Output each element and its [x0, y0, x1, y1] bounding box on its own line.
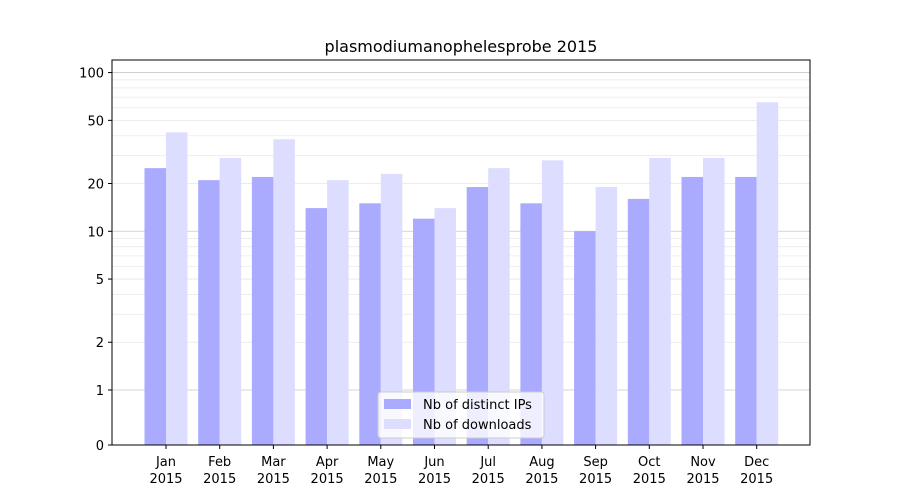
plot-frame	[111, 59, 811, 446]
x-tick-label-year: 2015	[149, 472, 182, 487]
y-tick-label: 10	[87, 225, 104, 240]
x-tick-label-month: Feb	[208, 455, 231, 470]
x-tick-label-year: 2015	[472, 472, 505, 487]
legend-swatch	[384, 419, 411, 429]
x-tick-label-month: Jan	[155, 455, 176, 470]
legend-label: Nb of downloads	[423, 418, 532, 433]
y-tick-label: 50	[87, 114, 104, 129]
y-tick-label: 100	[79, 67, 104, 82]
chart-title: plasmodiumanophelesprobe 2015	[325, 37, 598, 56]
x-tick-label-month: Sep	[583, 455, 608, 470]
bar-downloads	[273, 139, 295, 445]
bar-distinct-ips	[144, 168, 166, 446]
bar-downloads	[219, 157, 242, 446]
y-tick-label: 5	[96, 273, 104, 288]
bar-distinct-ips	[413, 218, 435, 445]
bars	[144, 102, 779, 446]
x-tick-label-year: 2015	[740, 472, 773, 487]
bar-downloads	[488, 168, 510, 446]
bar-distinct-ips	[520, 203, 542, 445]
x-tick-label-month: Oct	[638, 455, 660, 470]
y-tick-label: 0	[96, 439, 104, 454]
bar-downloads	[166, 132, 188, 446]
bar-downloads	[434, 208, 456, 445]
x-tick-label-month: Jul	[479, 455, 496, 470]
x-tick-label-year: 2015	[525, 472, 558, 487]
x-tick-label-year: 2015	[257, 472, 290, 487]
x-tick-label-year: 2015	[311, 472, 344, 487]
x-tick-label-month: Aug	[529, 455, 554, 470]
bar-downloads	[756, 102, 779, 446]
bar-downloads	[703, 157, 725, 446]
x-tick-label-month: Jun	[423, 455, 444, 470]
legend-swatch	[384, 399, 411, 409]
bar-distinct-ips	[466, 187, 489, 445]
bar-downloads	[541, 160, 564, 446]
bar-distinct-ips	[735, 176, 757, 445]
x-tick-label-year: 2015	[686, 472, 719, 487]
bar-distinct-ips	[305, 208, 328, 445]
x-tick-label-month: Apr	[316, 455, 339, 470]
bar-distinct-ips	[681, 176, 703, 445]
bar-distinct-ips	[574, 231, 596, 445]
legend-label: Nb of distinct IPs	[423, 398, 532, 413]
x-tick-label-month: Mar	[261, 455, 286, 470]
bar-downloads	[380, 173, 403, 445]
bar-distinct-ips	[251, 176, 274, 445]
x-tick-label-month: May	[367, 455, 394, 470]
x-tick-label-month: Nov	[690, 455, 716, 470]
y-tick-label: 20	[87, 178, 104, 193]
y-tick-label: 1	[96, 384, 104, 399]
x-tick-label-year: 2015	[364, 472, 397, 487]
x-tick-label-year: 2015	[203, 472, 236, 487]
axes: 0 1 2 5 10 20 50 100 Jan 2015 Feb 2015 Mar 2015 Apr 201…	[79, 59, 811, 487]
x-tick-label-month: Dec	[744, 455, 769, 470]
bar-downloads	[649, 157, 671, 446]
bar-downloads	[327, 180, 349, 445]
legend-box	[377, 391, 545, 439]
x-tick-label-year: 2015	[579, 472, 612, 487]
bar-distinct-ips	[627, 198, 650, 445]
x-tick-label-year: 2015	[418, 472, 451, 487]
bar-downloads	[595, 187, 618, 445]
x-tick-label-year: 2015	[633, 472, 666, 487]
bar-distinct-ips	[359, 203, 381, 445]
y-tick-label: 2	[96, 336, 104, 351]
legend: Nb of distinct IPs Nb of downloads	[377, 391, 545, 439]
bar-distinct-ips	[198, 180, 220, 445]
